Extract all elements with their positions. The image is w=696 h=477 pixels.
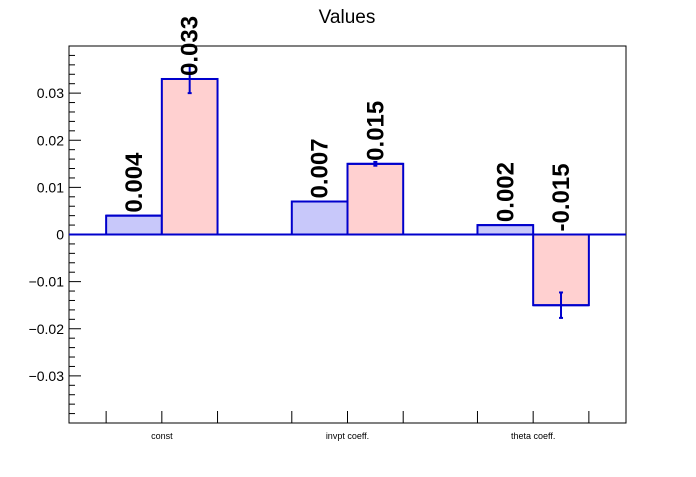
x-tick-label: theta coeff. [511,431,555,441]
bar-value-label: 0.015 [362,101,389,161]
x-axis: const invpt coeff. theta coeff. [105,411,590,441]
y-tick-label: 0 [56,227,64,243]
bar-value-label: 0.033 [177,16,204,76]
bar-value-label: 0.007 [307,138,334,198]
error-bars-group [106,63,589,319]
y-tick-label: −0.03 [29,368,65,384]
bar-value-label: -0.015 [548,163,575,231]
bar [290,200,349,236]
bar [476,224,535,236]
y-axis: −0.03 −0.02 −0.01 0 0.01 0.02 0.03 [29,45,81,424]
bar-value-label: 0.004 [121,152,148,213]
y-tick-label: −0.02 [29,321,65,337]
bar [105,214,163,236]
y-tick-label: 0.02 [37,132,64,148]
bar-value-label: 0.002 [492,162,519,222]
x-tick-label: const [151,431,173,441]
chart-title: Values [319,7,376,28]
x-tick-label: invpt coeff. [326,431,369,441]
bar [346,162,405,236]
y-tick-label: 0.03 [37,85,64,101]
bar [160,77,219,236]
y-tick-label: 0.01 [37,179,64,195]
value-labels-group: 0.004 0.007 0.002 0.033 0.015 -0.015 [121,16,575,232]
y-tick-label: −0.01 [29,274,65,290]
